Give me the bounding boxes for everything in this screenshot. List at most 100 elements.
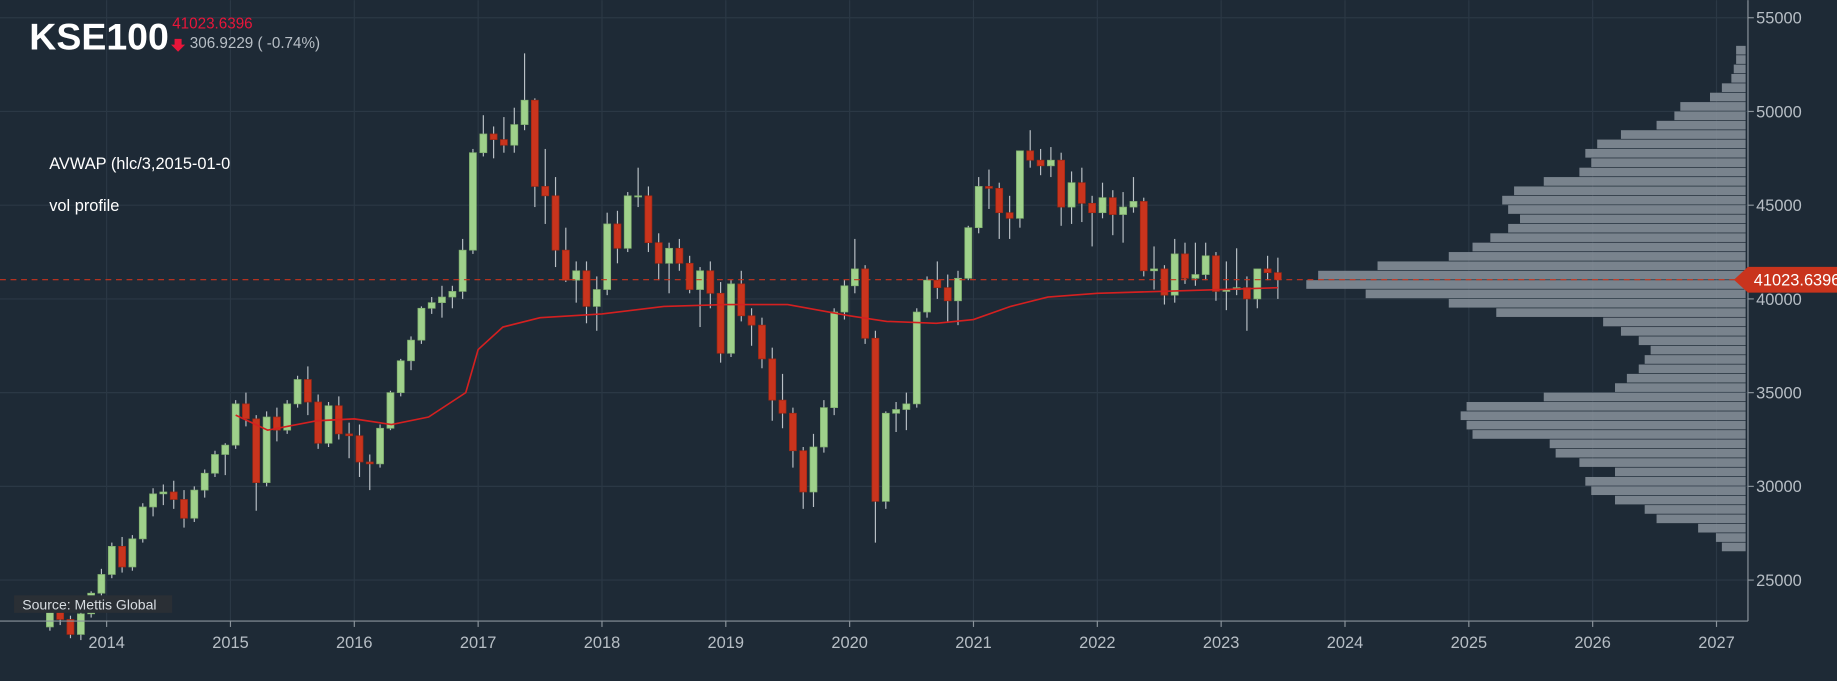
y-tick-label: 35000 (1756, 384, 1802, 402)
candle-body (1098, 197, 1107, 214)
candle-body (1139, 201, 1148, 272)
x-tick-label: 2014 (88, 634, 124, 652)
volume-bar (1638, 336, 1746, 346)
candle-body (530, 99, 539, 187)
volume-bar (1502, 195, 1746, 205)
avwap-line (235, 286, 1278, 431)
volume-bar (1620, 130, 1746, 139)
x-tick-label: 2019 (708, 634, 744, 652)
volume-bar (1508, 205, 1746, 214)
x-tick-label: 2020 (831, 634, 867, 652)
y-tick-label: 30000 (1756, 478, 1802, 496)
candle-body (159, 491, 168, 495)
volume-bar (1656, 120, 1746, 130)
candle-body (427, 302, 436, 309)
volume-bar (1721, 83, 1746, 93)
candle-body (1119, 206, 1127, 215)
candle-body (500, 139, 508, 146)
volume-bar (1472, 430, 1746, 439)
candle-body (252, 418, 261, 483)
volume-bar (1543, 177, 1746, 186)
x-tick-label: 2026 (1574, 634, 1610, 652)
x-tick-label: 2016 (336, 634, 372, 652)
candle-body (1160, 268, 1169, 296)
candle-body (293, 379, 302, 405)
candle-body (314, 401, 323, 444)
candle-body (1108, 197, 1117, 215)
candle-body (1057, 159, 1066, 208)
candle-body (778, 399, 787, 414)
candle-body (1253, 268, 1262, 300)
candle-body (273, 416, 281, 431)
candle-body (603, 223, 612, 290)
avwap-legend: AVWAP (hlc/3,2015-01-0 (49, 155, 230, 173)
volume-bar (1626, 373, 1746, 383)
volume-bar (1731, 73, 1746, 83)
candle-body (1150, 268, 1158, 272)
candle-body (1212, 255, 1220, 292)
candle-body (995, 187, 1004, 214)
candle-body (1263, 268, 1272, 274)
volume-bar (1709, 92, 1746, 102)
candle-body (396, 360, 405, 393)
x-tick-label: 2017 (460, 634, 496, 652)
source: Source: Mettis Global (22, 596, 156, 612)
candle-body (592, 289, 601, 307)
candle-body (561, 249, 570, 281)
y-tick-label: 40000 (1756, 291, 1802, 309)
candle-body (685, 262, 694, 290)
candle-body (1026, 150, 1035, 161)
y-tick-label: 45000 (1756, 197, 1802, 215)
candle-body (1129, 201, 1138, 208)
ticker-title: KSE100 (29, 15, 169, 57)
volume-bar (1733, 64, 1746, 74)
volume-bar (1736, 45, 1746, 55)
candle-body (118, 545, 126, 568)
candle-body (1077, 182, 1086, 204)
candle-body (850, 268, 859, 287)
candle-body (789, 412, 797, 452)
volume-bar (1579, 167, 1746, 177)
candle-body (190, 489, 199, 519)
x-tick-label: 2023 (1203, 634, 1239, 652)
volume-bar (1472, 242, 1746, 252)
down-arrow-icon (171, 38, 186, 52)
volume-bar (1615, 383, 1746, 392)
candle-body (830, 311, 839, 408)
candle-body (1201, 255, 1210, 275)
candle-body (1170, 253, 1179, 296)
volume-bar (1620, 327, 1746, 336)
candle-body (768, 358, 777, 401)
x-tick-label: 2021 (955, 634, 991, 652)
volume-bar (1644, 505, 1746, 514)
volume-bar (1466, 420, 1746, 430)
candle-body (613, 223, 622, 249)
candle-body (820, 407, 828, 448)
candle-body (324, 405, 333, 444)
candle-body (438, 296, 446, 304)
candle-body (149, 493, 157, 508)
x-tick-label: 2022 (1079, 634, 1115, 652)
volume-bar (1674, 111, 1746, 121)
x-tick-label: 2025 (1451, 634, 1487, 652)
candle-body (1016, 150, 1024, 219)
candle-body (242, 403, 250, 420)
volume-bar (1466, 402, 1746, 411)
volume-bar (1448, 252, 1746, 261)
candle-body (262, 416, 271, 483)
source-box (14, 595, 173, 613)
candle-body (180, 499, 188, 519)
candle-body (654, 242, 663, 264)
volume-bar (1585, 476, 1746, 486)
candle-body (448, 291, 457, 298)
candle-body (510, 124, 519, 146)
candle-body (582, 270, 591, 307)
volume-bar (1377, 261, 1746, 271)
candle-body (840, 285, 849, 313)
candle-body (1274, 272, 1282, 281)
candle-body (881, 412, 890, 502)
candle-body (902, 403, 911, 410)
candle-body (489, 133, 498, 140)
x-tick-label: 2027 (1698, 634, 1734, 652)
volume-bar (1656, 514, 1746, 524)
